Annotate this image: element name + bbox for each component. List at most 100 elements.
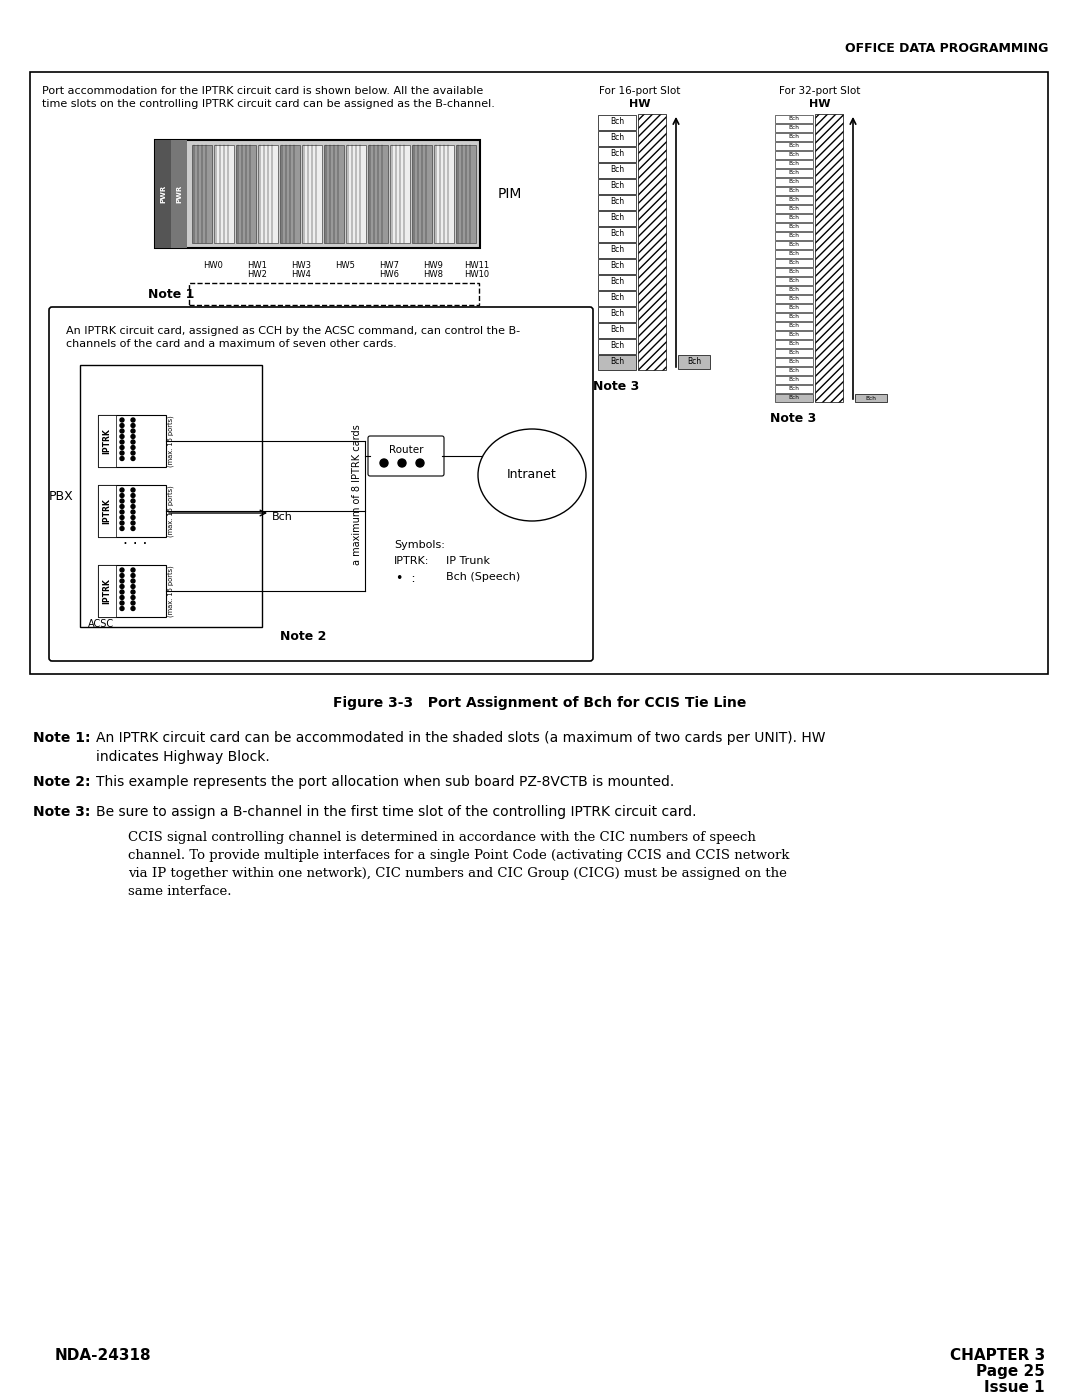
Circle shape [120,574,124,577]
Bar [598,243,636,258]
Text: Bch: Bch [788,260,799,265]
Circle shape [416,460,424,467]
Circle shape [120,510,124,514]
Text: Port accommodation for the IPTRK circuit card is shown below. All the available: Port accommodation for the IPTRK circuit… [42,87,483,96]
Circle shape [131,423,135,427]
Text: Bch: Bch [610,134,624,142]
Text: Bch: Bch [788,170,799,175]
Bar [775,286,813,293]
Text: HW5: HW5 [335,261,355,270]
Bar [598,339,636,353]
Bar [775,331,813,339]
Circle shape [131,429,135,433]
Bar [214,145,234,243]
Text: Note 2: Note 2 [280,630,326,643]
Text: Bch: Bch [788,215,799,219]
Bar [598,275,636,291]
Circle shape [120,578,124,583]
Bar [598,163,636,177]
Text: channel. To provide multiple interfaces for a single Point Code (activating CCIS: channel. To provide multiple interfaces … [129,849,789,862]
Bar [346,145,366,243]
Bar [80,365,262,627]
Text: Bch: Bch [788,251,799,256]
Text: PBX: PBX [50,489,75,503]
Bar [775,268,813,277]
Text: Bch: Bch [610,293,624,303]
Text: Note 3: Note 3 [593,380,639,393]
Bar [434,145,454,243]
Text: Bch: Bch [788,161,799,166]
Text: HW6: HW6 [379,270,399,279]
Text: Bch: Bch [788,233,799,237]
Text: Bch: Bch [788,152,799,156]
Text: For 16-port Slot: For 16-port Slot [599,87,680,96]
Text: Bch: Bch [788,197,799,203]
Text: Symbols:: Symbols: [394,541,445,550]
Circle shape [131,451,135,455]
Text: This example represents the port allocation when sub board PZ-8VCTB is mounted.: This example represents the port allocat… [96,775,674,789]
Circle shape [131,606,135,610]
Bar [324,145,345,243]
Bar [775,349,813,358]
Text: Note 2:: Note 2: [33,775,91,789]
Bar [598,355,636,370]
Circle shape [131,446,135,450]
Circle shape [131,521,135,525]
Text: IP Trunk: IP Trunk [446,556,490,566]
Text: PWR: PWR [160,184,166,203]
Circle shape [131,434,135,439]
Text: Bch: Bch [788,351,799,355]
Bar [598,147,636,162]
Text: Bch: Bch [788,134,799,138]
Bar [775,142,813,149]
Bar [775,187,813,196]
Bar [775,386,813,393]
Text: PIM: PIM [498,187,523,201]
Bar [98,415,166,467]
Text: Bch: Bch [788,377,799,381]
Circle shape [131,457,135,461]
Text: HW4: HW4 [292,270,311,279]
Text: IPTRK: IPTRK [103,578,111,604]
Text: For 32-port Slot: For 32-port Slot [780,87,861,96]
Text: (max. 16 ports): (max. 16 ports) [167,566,174,617]
Text: Bch: Bch [610,278,624,286]
Text: HW2: HW2 [247,270,267,279]
Text: Bch: Bch [788,341,799,346]
Bar [775,367,813,374]
Circle shape [131,440,135,444]
Circle shape [131,510,135,514]
Bar [775,224,813,231]
Circle shape [131,488,135,492]
Text: same interface.: same interface. [129,886,231,898]
Circle shape [120,488,124,492]
Bar [98,415,116,467]
Text: An IPTRK circuit card can be accommodated in the shaded slots (a maximum of two : An IPTRK circuit card can be accommodate… [96,731,825,745]
Text: (max. 16 ports): (max. 16 ports) [167,415,174,467]
Bar [775,358,813,366]
Text: Bch: Bch [788,367,799,373]
Text: IPTRK: IPTRK [103,427,111,454]
Circle shape [131,504,135,509]
Text: Bch: Bch [788,286,799,292]
Text: Bch: Bch [610,341,624,351]
Circle shape [120,504,124,509]
Bar [775,295,813,303]
Circle shape [131,584,135,588]
Text: Note 3: Note 3 [770,412,816,425]
Bar [171,140,187,249]
Circle shape [131,493,135,497]
Text: Be sure to assign a B-channel in the first time slot of the controlling IPTRK ci: Be sure to assign a B-channel in the fir… [96,805,697,819]
Bar [598,323,636,338]
Circle shape [399,460,406,467]
Text: Bch (Speech): Bch (Speech) [446,571,521,583]
Bar [280,145,300,243]
Text: Bch: Bch [788,305,799,310]
Text: Bch: Bch [610,310,624,319]
Text: via IP together within one network), CIC numbers and CIC Group (CICG) must be as: via IP together within one network), CIC… [129,868,787,880]
Text: Bch: Bch [610,326,624,334]
Bar [775,376,813,384]
Text: Bch: Bch [610,358,624,366]
Circle shape [131,527,135,531]
Bar [156,140,171,249]
